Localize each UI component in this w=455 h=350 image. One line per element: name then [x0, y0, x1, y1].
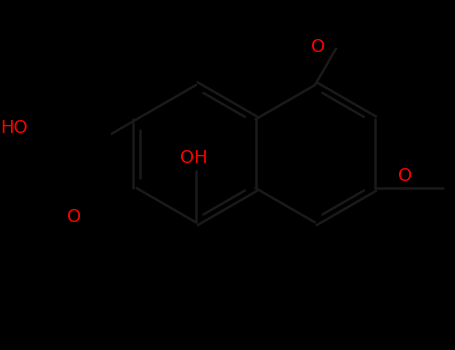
- Text: O: O: [67, 208, 81, 226]
- Text: HO: HO: [0, 119, 28, 137]
- Text: OH: OH: [180, 149, 207, 167]
- Text: O: O: [311, 37, 325, 56]
- Text: O: O: [399, 167, 413, 186]
